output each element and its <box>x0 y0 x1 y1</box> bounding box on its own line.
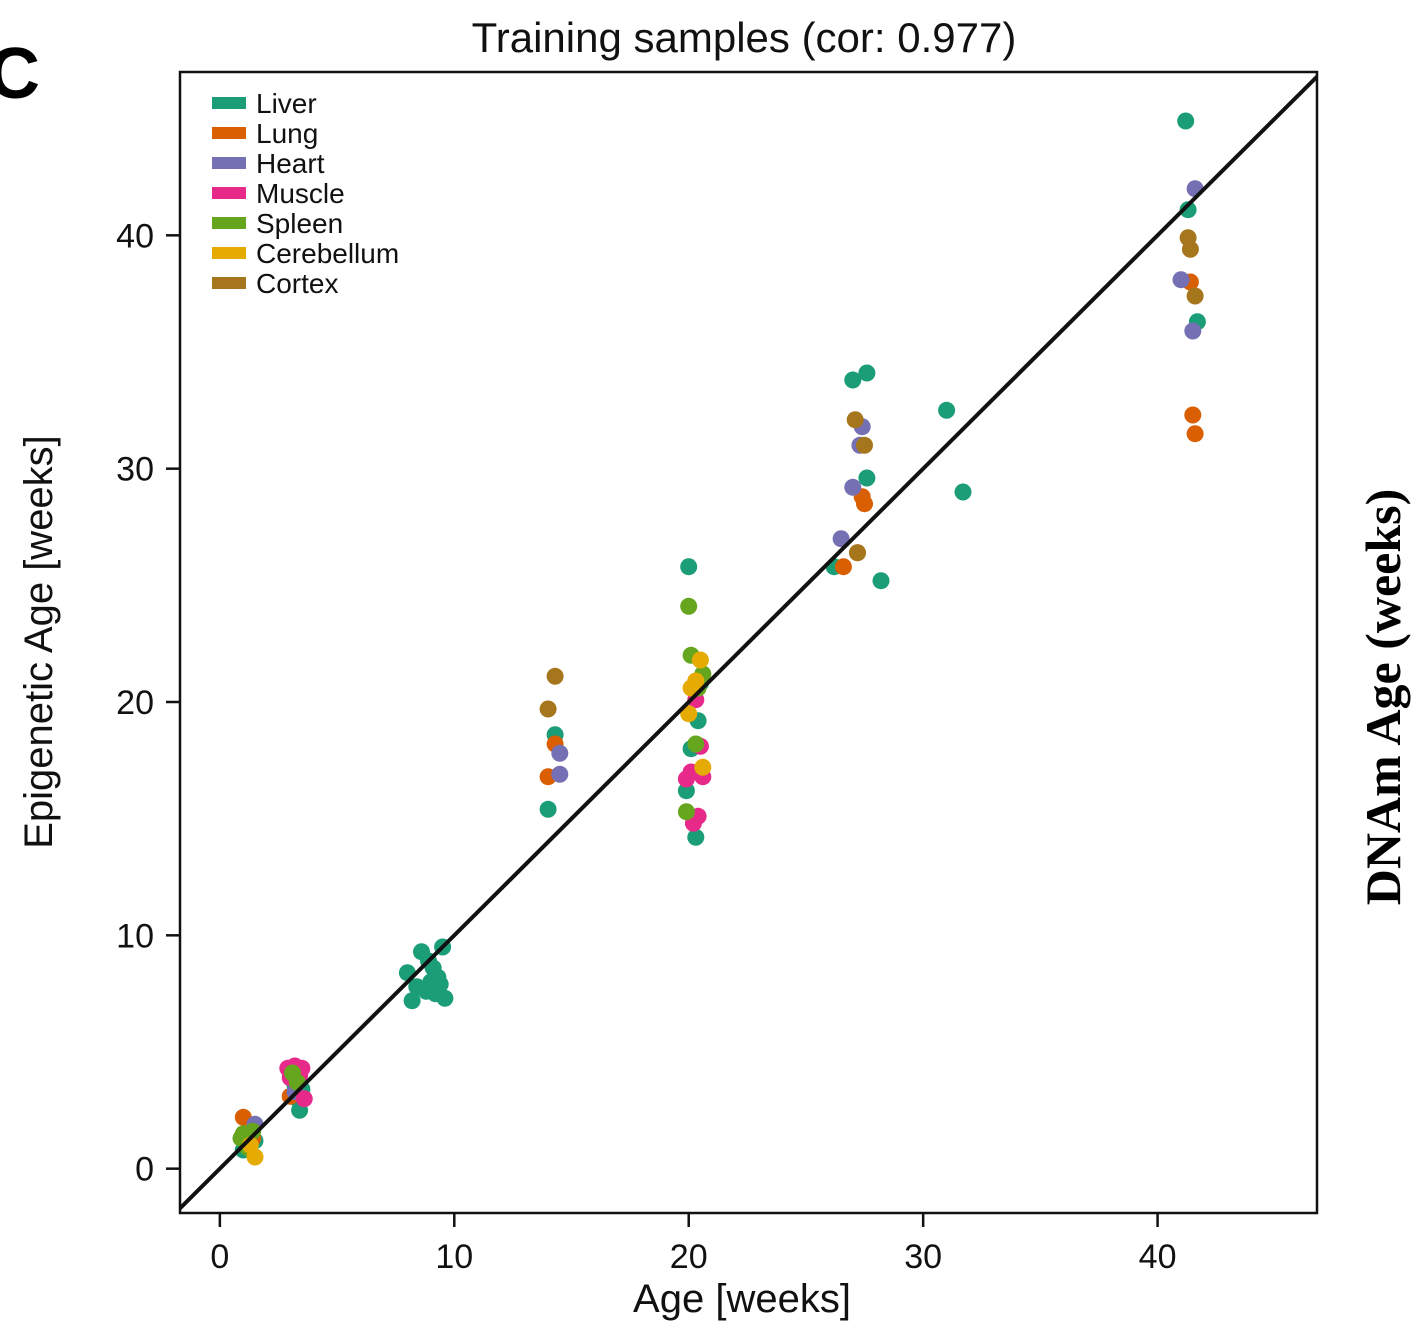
legend-swatch-muscle <box>212 187 246 199</box>
legend-label-muscle: Muscle <box>256 178 345 209</box>
x-tick-label: 40 <box>1139 1238 1177 1276</box>
data-point-lung <box>834 558 852 576</box>
data-point-cortex <box>539 700 557 718</box>
data-point-muscle <box>295 1090 313 1108</box>
data-point-liver <box>938 401 956 419</box>
chart-title: Training samples (cor: 0.977) <box>472 14 1017 61</box>
data-point-cortex <box>856 436 873 454</box>
data-point-liver <box>539 800 557 818</box>
data-point-lung <box>856 495 873 513</box>
panel-letter: C <box>0 34 40 114</box>
x-tick-label: 0 <box>210 1238 229 1276</box>
legend-label-cortex: Cortex <box>256 268 338 299</box>
data-point-liver <box>403 992 421 1010</box>
legend-swatch-heart <box>212 157 246 169</box>
legend-label-lung: Lung <box>256 118 318 149</box>
data-point-liver <box>954 483 972 501</box>
data-point-cortex <box>1186 287 1204 305</box>
data-point-cortex <box>849 544 866 562</box>
data-point-cerebellum <box>691 651 709 669</box>
data-point-liver <box>858 364 876 382</box>
axes-ticks: 0 10 20 30 40 0 10 20 30 40 <box>116 217 1176 1276</box>
legend: LiverLungHeartMuscleSpleenCerebellumCort… <box>212 88 399 299</box>
identity-line <box>180 73 1317 1212</box>
data-point-heart <box>551 765 569 783</box>
plot-area <box>180 73 1317 1212</box>
x-tick-label: 10 <box>435 1238 473 1276</box>
data-point-cerebellum <box>687 672 705 690</box>
data-point-cerebellum <box>680 705 698 723</box>
data-point-liver <box>858 469 876 487</box>
y-tick-label: 30 <box>116 451 154 489</box>
y-tick-label: 0 <box>135 1151 154 1189</box>
data-point-lung <box>1184 406 1202 424</box>
y-tick-label: 40 <box>116 217 154 255</box>
plot-frame <box>178 70 1319 1215</box>
data-point-heart <box>844 478 862 496</box>
data-point-cerebellum <box>694 758 712 776</box>
data-point-liver <box>872 572 890 590</box>
data-point-heart <box>1184 322 1202 340</box>
data-point-liver <box>431 975 449 993</box>
y-tick-label: 10 <box>116 917 154 955</box>
data-point-liver <box>436 989 454 1007</box>
data-point-heart <box>551 744 569 762</box>
data-point-liver <box>687 828 705 846</box>
legend-label-liver: Liver <box>256 88 317 119</box>
legend-swatch-liver <box>212 97 246 109</box>
legend-swatch-cerebellum <box>212 247 246 259</box>
data-point-lung <box>1186 425 1204 443</box>
x-tick-label: 20 <box>670 1238 708 1276</box>
data-point-heart <box>1172 271 1190 289</box>
legend-swatch-spleen <box>212 217 246 229</box>
legend-label-spleen: Spleen <box>256 208 343 239</box>
legend-label-cerebellum: Cerebellum <box>256 238 399 269</box>
data-point-spleen <box>680 597 698 615</box>
y-axis-label: Epigenetic Age [weeks] <box>17 435 61 849</box>
right-axis-label: DNAm Age (weeks) <box>1355 489 1411 906</box>
data-point-spleen <box>687 735 705 753</box>
data-point-liver <box>680 558 698 576</box>
data-point-spleen <box>244 1122 262 1140</box>
data-point-heart <box>832 530 850 548</box>
data-point-liver <box>1177 112 1195 130</box>
x-tick-label: 30 <box>904 1238 942 1276</box>
legend-label-heart: Heart <box>256 148 325 179</box>
y-tick-label: 20 <box>116 684 154 722</box>
legend-swatch-cortex <box>212 277 246 289</box>
data-point-cortex <box>846 411 864 429</box>
data-point-spleen <box>677 803 695 821</box>
data-point-liver <box>677 782 695 800</box>
data-point-liver <box>844 371 862 389</box>
x-axis-label: Age [weeks] <box>633 1277 851 1321</box>
legend-swatch-lung <box>212 127 246 139</box>
data-point-liver <box>1179 201 1197 219</box>
data-point-cortex <box>546 667 564 685</box>
data-point-cortex <box>1181 240 1199 258</box>
